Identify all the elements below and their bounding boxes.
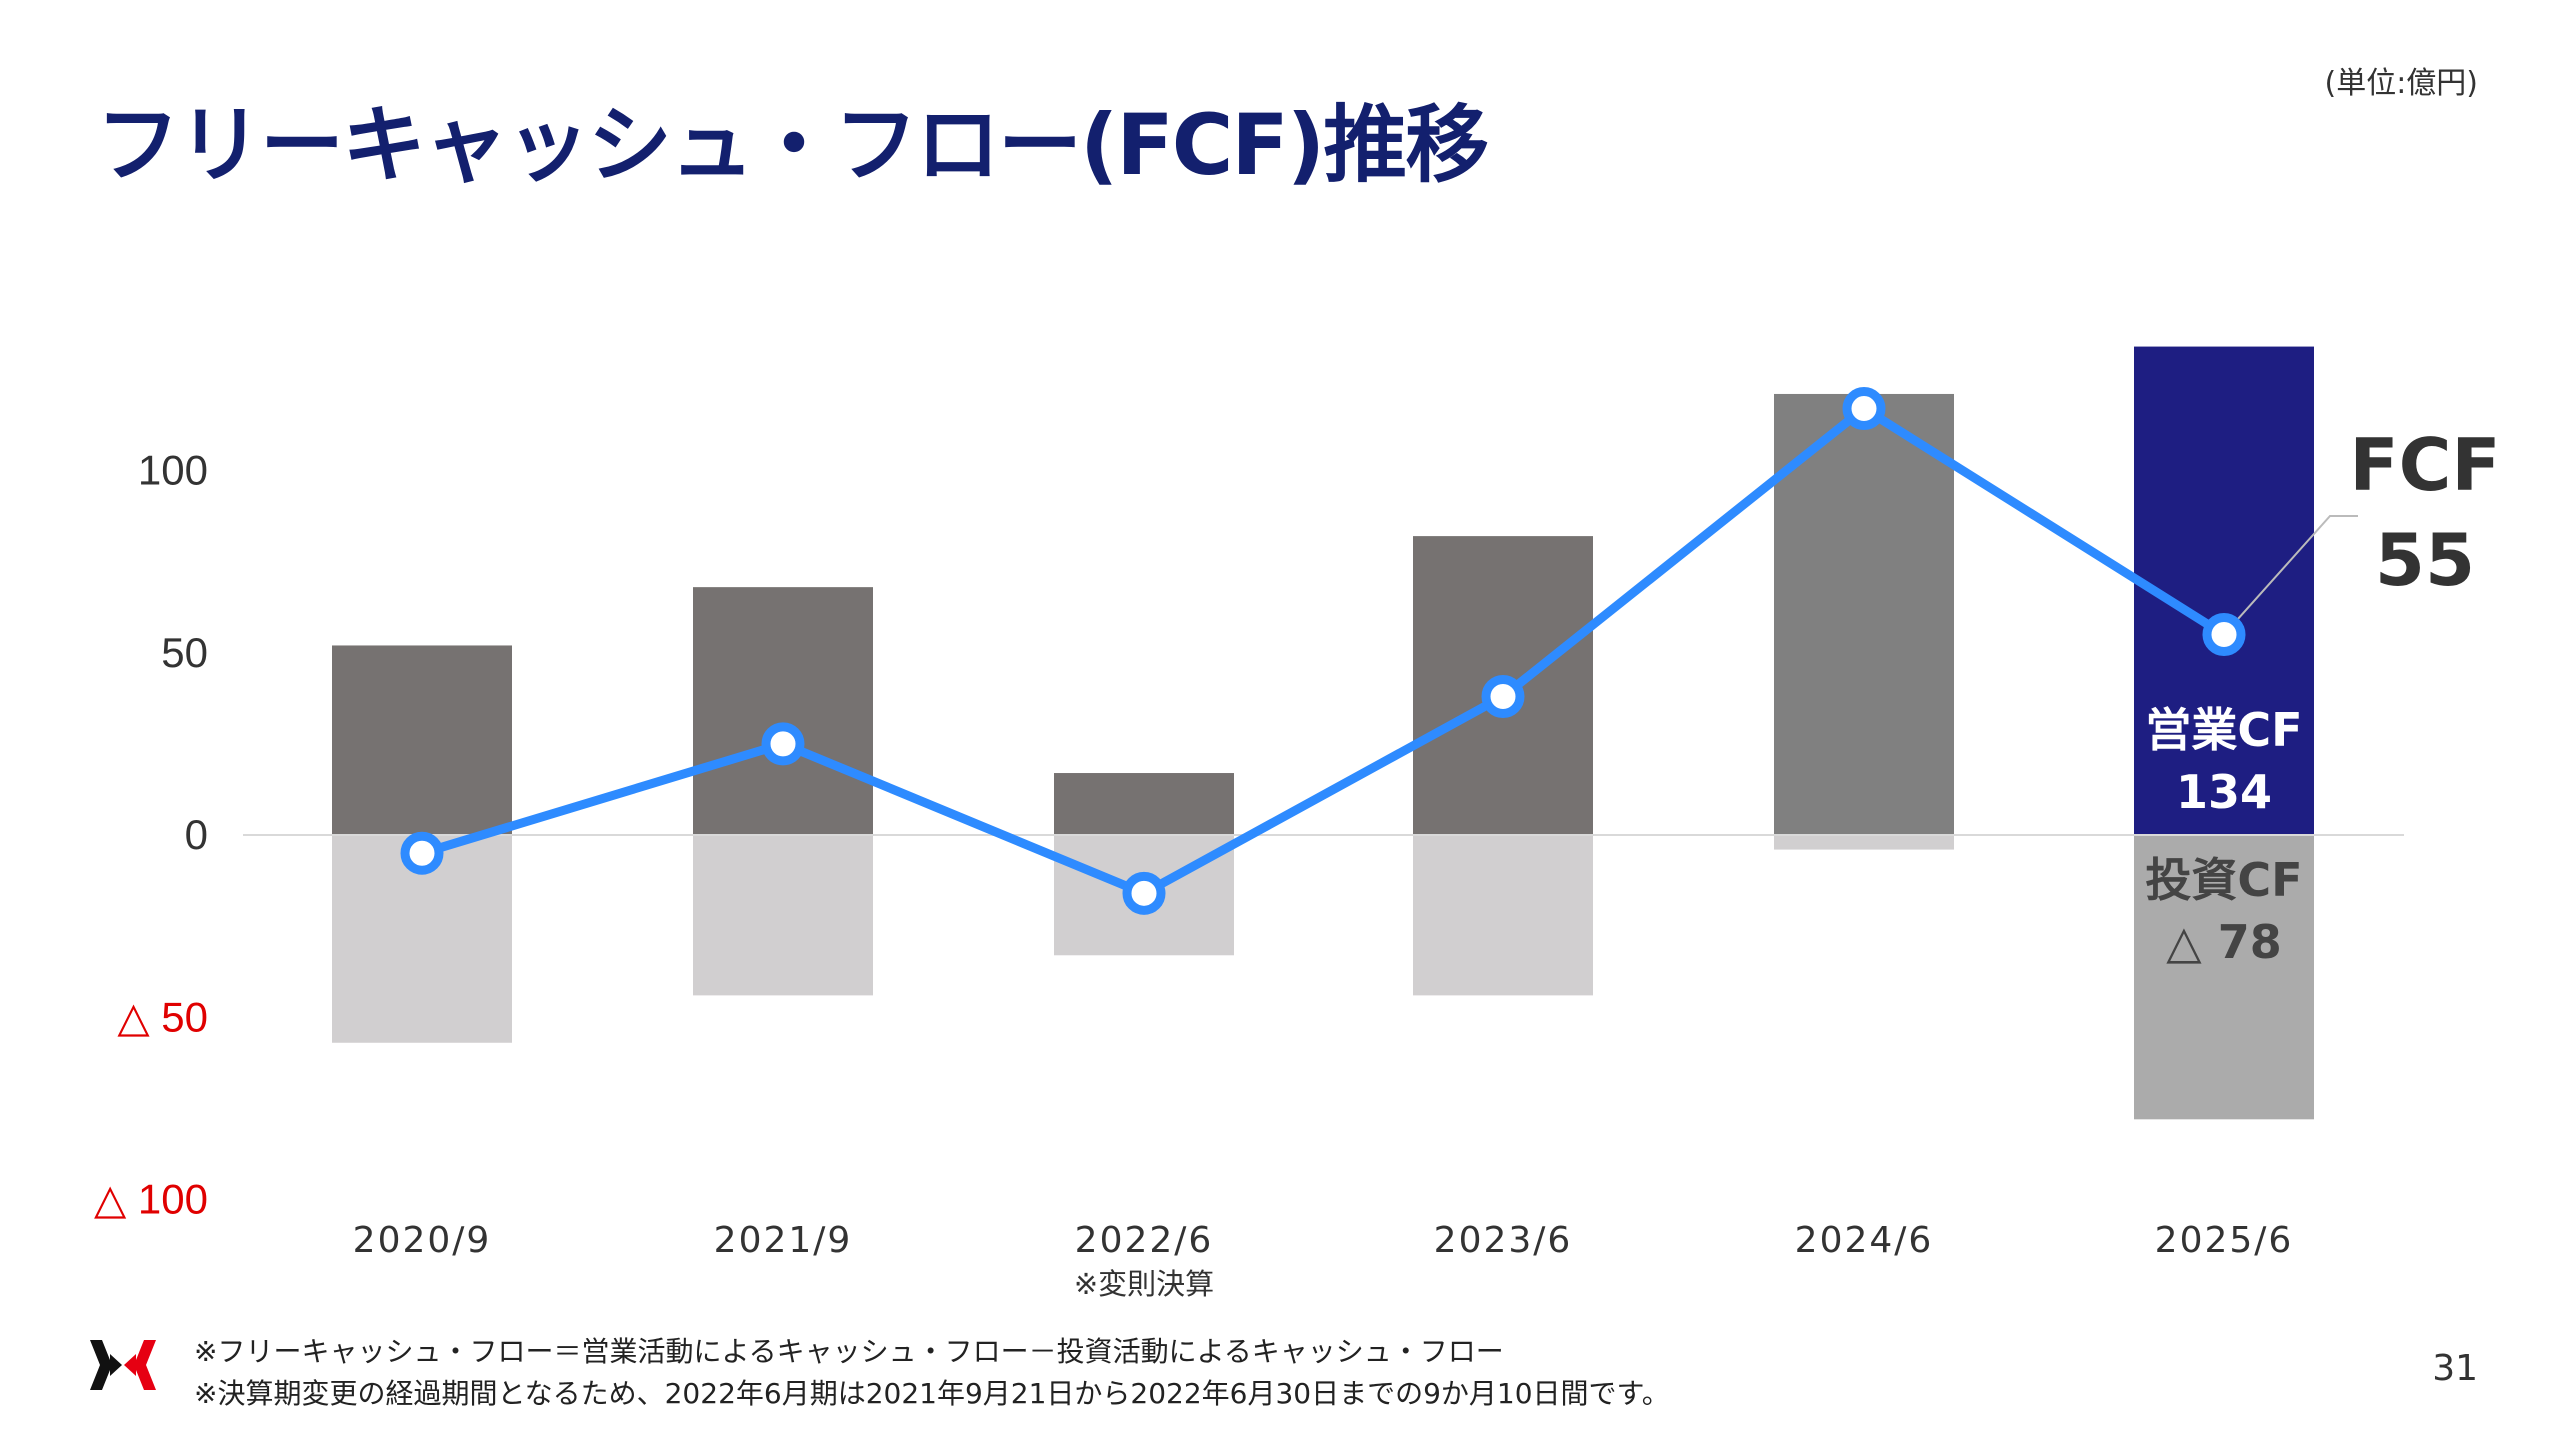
operating-cf-bar xyxy=(693,587,873,835)
fcf-point xyxy=(1122,871,1166,915)
fcf-annotation-label: FCF xyxy=(2349,423,2500,507)
fcf-point xyxy=(2202,613,2246,657)
footnote-fiscal-change: ※決算期変更の経過期間となるため、2022年6月期は2021年9月21日から20… xyxy=(194,1377,1670,1410)
fcf-point xyxy=(1481,674,1525,718)
fcf-leader-line xyxy=(2223,515,2358,636)
page-title: フリーキャッシュ・フロー(FCF)推移 xyxy=(96,96,1489,194)
fcf-line xyxy=(420,404,2227,898)
x-category-note: ※変則決算 xyxy=(1074,1267,1214,1301)
fcf-point xyxy=(761,722,805,766)
fcf-annotation-value: 55 xyxy=(2375,518,2475,602)
operating-cf-bar xyxy=(1054,773,1234,835)
x-tick-label: 2020/9 xyxy=(353,1220,492,1261)
company-logo xyxy=(90,1340,156,1390)
operating-cf-bar xyxy=(1774,393,1954,835)
investing-cf-bar xyxy=(1413,835,1593,996)
operating-cf-bar xyxy=(2134,346,2314,835)
x-tick-label: 2022/6 xyxy=(1075,1220,1214,1261)
y-tick-label: 50 xyxy=(161,629,208,676)
operating-cf-bar xyxy=(332,645,512,835)
investing-cf-bar xyxy=(2134,835,2314,1120)
x-tick-label: 2023/6 xyxy=(1434,1220,1573,1261)
investing-cf-bar xyxy=(693,835,873,996)
operating-cf-value: 134 xyxy=(2176,765,2272,819)
investing-cf-label: 投資CF xyxy=(2145,853,2302,907)
x-tick-label: 2021/9 xyxy=(714,1220,853,1261)
x-tick-label: 2024/6 xyxy=(1795,1220,1934,1261)
fcf-point xyxy=(1842,387,1886,431)
y-tick-label: △ 100 xyxy=(94,1176,208,1223)
fcf-point xyxy=(400,831,444,875)
x-tick-label: 2025/6 xyxy=(2155,1220,2294,1261)
y-tick-label: △ 50 xyxy=(117,993,208,1040)
investing-cf-value: △ 78 xyxy=(2166,915,2281,969)
operating-cf-label: 営業CF xyxy=(2145,703,2302,757)
y-tick-label: 100 xyxy=(138,447,208,494)
unit-label: (単位:億円) xyxy=(2324,66,2478,101)
footnote-fcf-definition: ※フリーキャッシュ・フロー＝営業活動によるキャッシュ・フロー－投資活動によるキャ… xyxy=(194,1335,1504,1368)
investing-cf-bar xyxy=(1774,835,1954,850)
page-number: 31 xyxy=(2432,1348,2478,1389)
y-tick-label: 0 xyxy=(185,811,208,858)
